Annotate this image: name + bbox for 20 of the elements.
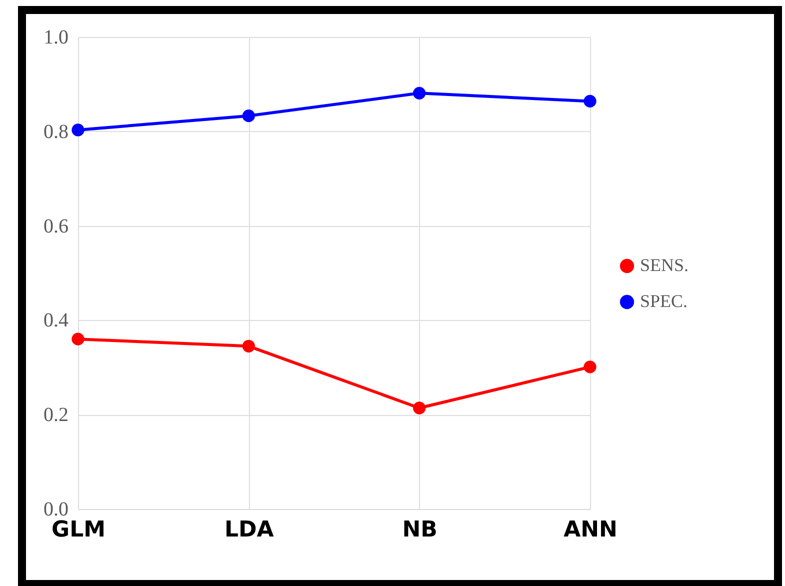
point xyxy=(413,86,426,100)
y-tick-label: 1.0 xyxy=(44,26,68,48)
point xyxy=(584,360,596,374)
y-tick-label: 0.8 xyxy=(44,120,68,143)
point xyxy=(413,402,426,414)
point xyxy=(584,94,596,108)
x-tick-label: GLM xyxy=(52,518,106,542)
y-tick-label: 0.4 xyxy=(44,310,68,332)
x-tick-label: LDA xyxy=(224,518,274,542)
y-tick-label: 0.0 xyxy=(44,498,68,520)
point xyxy=(72,124,84,136)
legend-label: SPEC. xyxy=(640,291,688,311)
x-tick-label: ANN xyxy=(564,518,618,542)
point xyxy=(242,340,255,352)
x-tick-label: NB xyxy=(402,518,438,542)
legend-label: SENS. xyxy=(640,255,689,275)
y-tick-label: 0.2 xyxy=(44,404,68,426)
y-tick-label: 0.6 xyxy=(44,215,68,238)
point xyxy=(242,110,255,122)
point xyxy=(72,332,84,346)
